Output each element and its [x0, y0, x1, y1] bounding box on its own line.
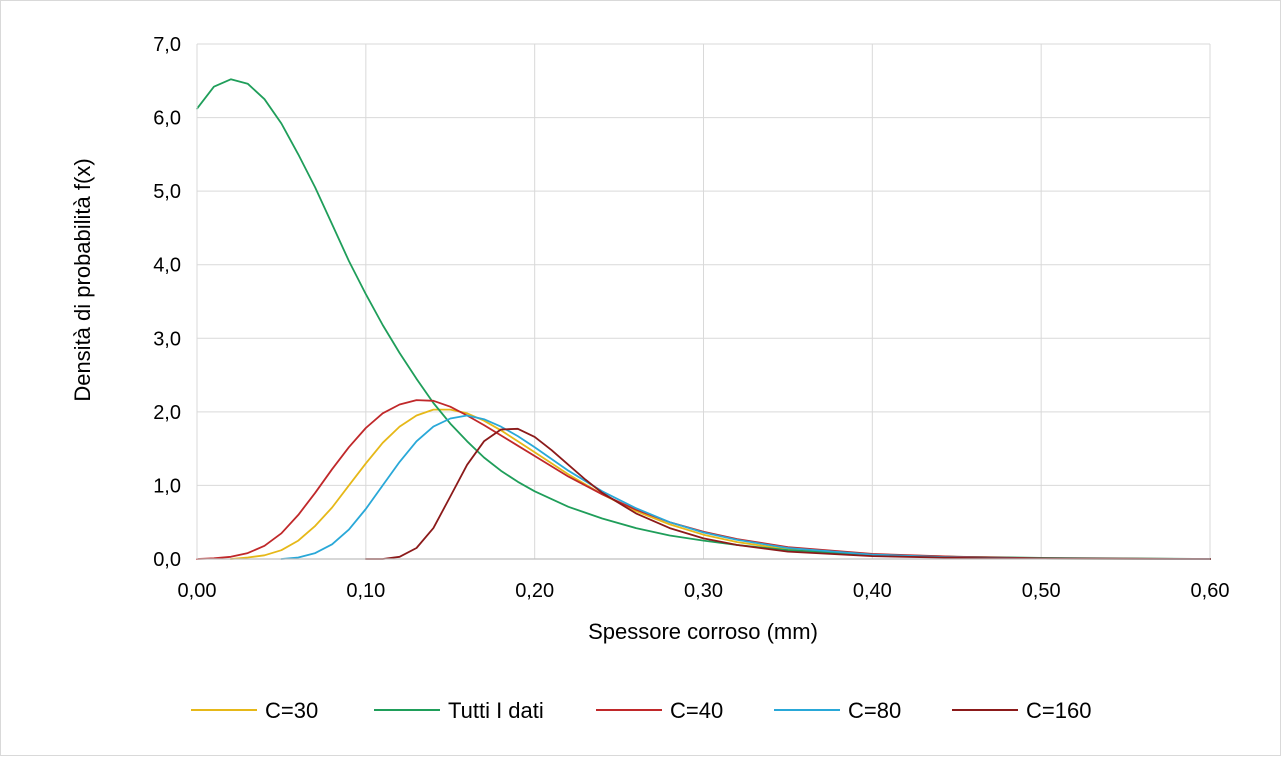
y-tick-label: 2,0: [153, 402, 181, 424]
y-tick-label: 5,0: [153, 181, 181, 203]
x-tick-label: 0,00: [178, 580, 217, 602]
legend-label-1: Tutti I dati: [448, 698, 544, 723]
y-axis-title: Densità di probabilità f(x): [70, 158, 95, 401]
y-tick-label: 4,0: [153, 255, 181, 277]
legend-label-2: C=40: [670, 698, 723, 723]
x-tick-label: 0,40: [853, 580, 892, 602]
series-lines: [196, 78, 1211, 560]
series-line-3: [280, 414, 1211, 560]
legend-label-3: C=80: [848, 698, 901, 723]
legend-label-4: C=160: [1026, 698, 1091, 723]
x-tick-label: 0,60: [1191, 580, 1230, 602]
x-tick-label: 0,50: [1022, 580, 1061, 602]
series-line-4: [364, 427, 1211, 560]
x-tick-label: 0,10: [346, 580, 385, 602]
y-tick-label: 3,0: [153, 328, 181, 350]
legend-label-0: C=30: [265, 698, 318, 723]
x-tick-label: 0,30: [684, 580, 723, 602]
gridlines: [197, 43, 1211, 559]
x-tick-label: 0,20: [515, 580, 554, 602]
y-tick-label: 7,0: [153, 34, 181, 56]
legend: C=30 Tutti I dati C=40 C=80 C=160: [191, 698, 1091, 723]
y-tick-label: 6,0: [153, 108, 181, 130]
axes: 0,0 1,0 2,0 3,0 4,0 5,0 6,0 7,0 0,00 0,10 0,20 0,30…: [153, 34, 1229, 602]
y-tick-label: 1,0: [153, 475, 181, 497]
x-axis-title: Spessore corroso (mm): [588, 619, 818, 644]
y-tick-label: 0,0: [153, 549, 181, 571]
